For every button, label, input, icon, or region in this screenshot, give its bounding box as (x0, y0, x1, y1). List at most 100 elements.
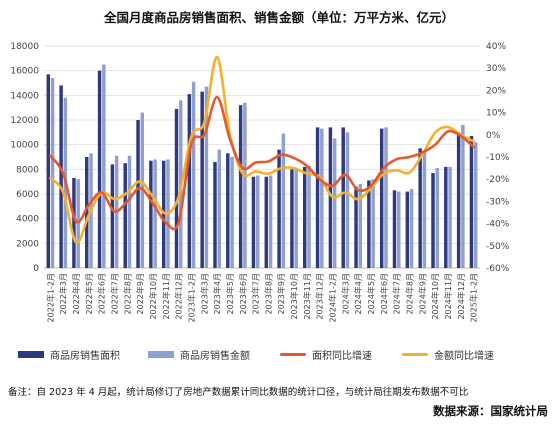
footnote: 备注：自 2023 年 4 月起，统计局修订了房地产数据累计同比数据的统计口径，… (8, 387, 469, 398)
bar-sales-area (46, 74, 51, 268)
legend-label-area-growth: 面积同比增速 (312, 351, 372, 362)
x-tick-label: 2023年12月 (315, 273, 325, 320)
x-tick-label: 2022年3月 (58, 273, 68, 314)
x-tick-label: 2024年10月 (430, 273, 440, 320)
bar-sales-amount (230, 157, 234, 268)
y-right-tick-label: -30% (486, 197, 510, 207)
x-tick-label: 2022年5月 (84, 273, 94, 314)
legend-swatch-amount-growth (402, 353, 428, 356)
x-tick-label: 2023年1-2月 (186, 273, 196, 322)
bar-sales-amount (397, 191, 401, 268)
line-area-growth (49, 95, 475, 231)
legend-item-area-bar: 商品房销售面积 (18, 347, 120, 362)
y-left-tick-label: 6000 (16, 190, 39, 200)
legend-swatch-amount-bar (148, 351, 174, 358)
bar-sales-area (456, 132, 461, 268)
x-tick-label: 2022年1-2月 (45, 273, 55, 322)
y-right-tick-label: -60% (486, 264, 510, 274)
x-tick-label: 2022年10月 (148, 273, 158, 320)
bar-sales-amount (307, 165, 311, 268)
y-right-tick-label: 40% (486, 42, 506, 52)
bar-sales-amount (422, 152, 427, 268)
x-tick-label: 2022年6月 (97, 273, 107, 314)
bar-sales-area (226, 153, 230, 268)
bar-sales-area (59, 85, 63, 268)
bar-sales-area (341, 127, 345, 269)
bar-sales-amount (473, 142, 478, 268)
x-tick-label: 2024年6月 (379, 273, 389, 314)
x-tick-label: 2024年7月 (392, 273, 402, 314)
bar-sales-amount (204, 86, 209, 268)
bar-sales-area (238, 105, 243, 268)
y-left-tick-label: 10000 (10, 141, 39, 151)
y-left-tick-label: 8000 (16, 165, 39, 175)
x-tick-label: 2024年5月 (366, 273, 376, 314)
bar-sales-amount (294, 168, 298, 268)
legend-item-amount-bar: 商品房销售金额 (148, 347, 250, 362)
legend-item-area-growth: 面积同比增速 (280, 347, 372, 362)
bar-sales-amount (217, 149, 221, 268)
bar-sales-area (110, 164, 115, 268)
bar-sales-area (149, 160, 153, 268)
bar-sales-area (367, 180, 371, 268)
x-tick-label: 2023年6月 (238, 273, 248, 314)
bar-sales-amount (371, 179, 375, 268)
y-left-tick-label: 14000 (10, 91, 39, 101)
bar-sales-amount (448, 166, 452, 268)
legend-label-amount-bar: 商品房销售金额 (180, 351, 250, 362)
bar-sales-area (405, 191, 410, 268)
bar-sales-amount (409, 189, 414, 268)
bar-sales-area (264, 176, 269, 268)
y-left-tick-label: 18000 (10, 42, 39, 52)
legend-item-amount-growth: 金额同比增速 (402, 347, 494, 362)
x-tick-label: 2024年8月 (404, 273, 414, 314)
bar-sales-amount (384, 127, 388, 269)
y-right-tick-label: -40% (486, 220, 510, 230)
bar-sales-area (379, 128, 384, 268)
bar-sales-amount (191, 81, 196, 269)
x-tick-label: 2024年1-2月 (328, 273, 338, 322)
bar-sales-amount (153, 159, 157, 268)
bar-sales-amount (243, 102, 247, 268)
y-right-tick-label: -50% (486, 242, 510, 252)
bar-sales-area (200, 91, 204, 268)
line-amount-growth (49, 55, 475, 244)
bar-sales-amount (50, 78, 55, 268)
chart-title: 全国月度商品房销售面积、销售金额（单位：万平方米、亿元） (103, 10, 454, 25)
x-tick-label: 2022年4月 (71, 273, 81, 314)
bar-sales-area (187, 94, 192, 268)
bar-sales-amount (320, 128, 324, 268)
x-tick-label: 2024年12月 (456, 273, 466, 320)
x-tick-label: 2022年9月 (135, 273, 145, 314)
bar-sales-area (315, 127, 320, 269)
y-right-tick-label: 10% (486, 109, 506, 119)
bar-sales-amount (461, 124, 465, 268)
bar-sales-amount (332, 138, 337, 268)
bar-sales-area (85, 157, 89, 268)
bar-sales-area (444, 166, 448, 268)
y-right-tick-label: 20% (486, 86, 506, 96)
bar-sales-area (303, 166, 307, 268)
bar-sales-area (469, 136, 474, 268)
bar-sales-amount (255, 175, 260, 268)
legend-swatch-area-growth (280, 353, 306, 356)
bar-sales-area (161, 160, 166, 268)
x-tick-label: 2022年11月 (161, 273, 171, 320)
x-tick-label: 2023年8月 (263, 273, 273, 314)
x-tick-label: 2022年8月 (122, 273, 132, 314)
x-tick-label: 2023年11月 (302, 273, 312, 320)
y-right-tick-label: -10% (486, 153, 510, 163)
x-tick-label: 2023年10月 (289, 273, 299, 320)
x-tick-label: 2024年3月 (340, 273, 350, 314)
bar-sales-amount (102, 64, 106, 268)
legend: 商品房销售面积 商品房销售金额 面积同比增速 金额同比增速 (18, 347, 558, 363)
y-left-tick-label: 16000 (10, 67, 39, 77)
y-left-tick-label: 2000 (16, 239, 39, 249)
y-left-tick-label: 0 (33, 264, 39, 274)
legend-swatch-area-bar (18, 351, 44, 358)
bar-sales-amount (268, 175, 273, 268)
bar-sales-area (123, 163, 127, 268)
x-tick-label: 2022年7月 (110, 273, 120, 314)
y-right-tick-label: 0% (486, 131, 501, 141)
